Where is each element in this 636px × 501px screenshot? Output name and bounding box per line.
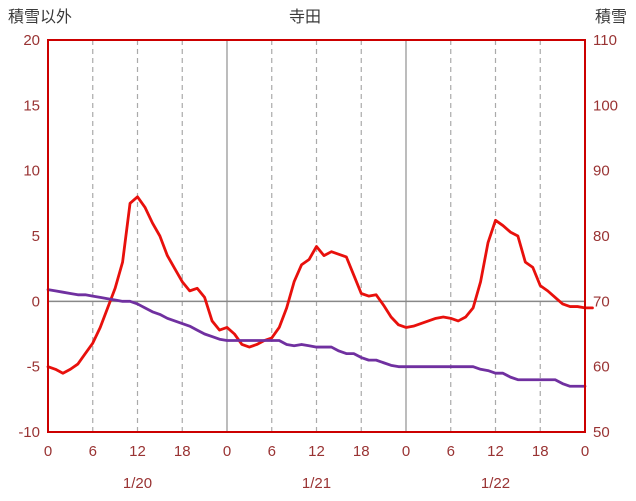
right-tick-label: 90 xyxy=(593,163,610,180)
hour-tick-label: 6 xyxy=(268,443,276,460)
plot-frame xyxy=(47,39,586,433)
date-label: 1/21 xyxy=(302,475,331,492)
hour-tick-label: 18 xyxy=(353,443,370,460)
left-tick-label: 15 xyxy=(23,97,40,114)
series-line-non-snow xyxy=(46,195,594,375)
right-tick-label: 80 xyxy=(593,228,610,245)
right-tick-label: 50 xyxy=(593,424,610,441)
hour-tick-label: 18 xyxy=(174,443,191,460)
right-tick-label: 100 xyxy=(593,97,618,114)
left-tick-label: 20 xyxy=(23,32,40,49)
hour-tick-label: 12 xyxy=(487,443,504,460)
left-tick-label: 5 xyxy=(32,228,40,245)
hour-tick-label: 0 xyxy=(581,443,589,460)
hour-tick-label: 6 xyxy=(89,443,97,460)
left-tick-label: 0 xyxy=(32,293,40,310)
hour-tick-label: 18 xyxy=(532,443,549,460)
right-tick-label: 110 xyxy=(593,32,617,49)
chart-title: 寺田 xyxy=(289,8,321,26)
left-tick-label: -5 xyxy=(27,359,40,376)
right-tick-label: 60 xyxy=(593,359,610,376)
hour-tick-label: 0 xyxy=(402,443,410,460)
hour-tick-label: 12 xyxy=(308,443,325,460)
hour-tick-label: 0 xyxy=(44,443,52,460)
series-line-snow xyxy=(46,288,587,388)
date-label: 1/22 xyxy=(481,475,510,492)
right-axis-title: 積雪 xyxy=(595,8,627,26)
date-label: 1/20 xyxy=(123,475,152,492)
hour-tick-label: 0 xyxy=(223,443,231,460)
hour-tick-label: 12 xyxy=(129,443,146,460)
left-tick-label: -10 xyxy=(18,424,40,441)
left-tick-label: 10 xyxy=(23,163,40,180)
hour-tick-label: 6 xyxy=(447,443,455,460)
right-tick-label: 70 xyxy=(593,293,610,310)
left-axis-title: 積雪以外 xyxy=(8,8,72,26)
